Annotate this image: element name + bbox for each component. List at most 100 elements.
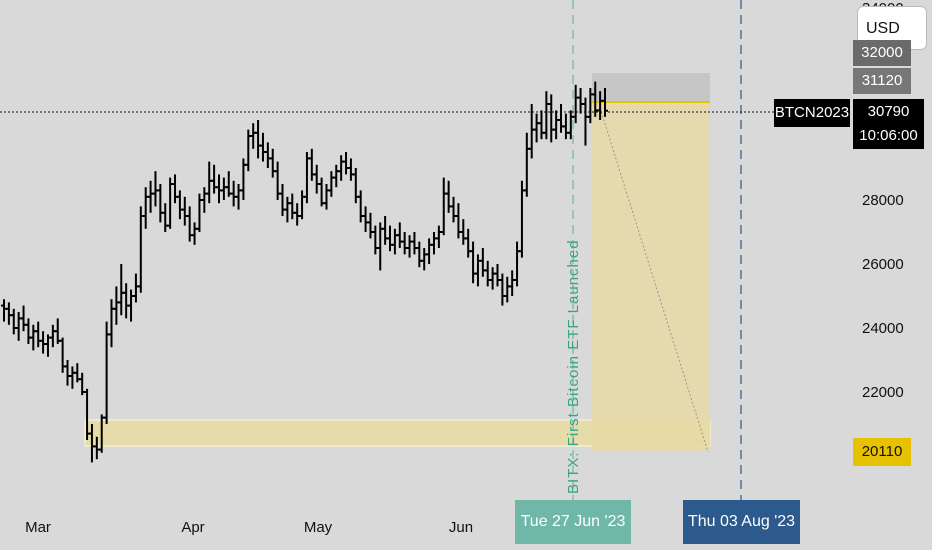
price-label-upper: 31120	[853, 68, 911, 94]
ohlc-bar	[416, 241, 423, 268]
ohlc-bar	[152, 171, 159, 207]
ohlc-bar	[509, 270, 516, 296]
ohlc-bar	[465, 228, 472, 258]
bar-countdown: 10:06:00	[853, 123, 924, 149]
ohlc-bar	[328, 171, 335, 197]
ohlc-bar	[123, 283, 130, 319]
ohlc-bar	[108, 299, 115, 348]
ohlc-bar	[157, 184, 164, 223]
ohlc-bar	[357, 190, 364, 223]
ohlc-bar	[103, 321, 110, 424]
ohlc-bar	[548, 94, 555, 143]
ohlc-bar	[450, 196, 457, 223]
projection-path	[599, 107, 709, 453]
ohlc-bar	[303, 152, 310, 204]
ohlc-bar	[479, 248, 486, 277]
ohlc-bar	[538, 110, 545, 140]
ohlc-bar	[362, 206, 369, 232]
ohlc-bar	[191, 222, 198, 245]
ohlc-bar	[35, 321, 42, 348]
ohlc-bar	[69, 366, 76, 389]
ohlc-bar	[294, 203, 301, 226]
ohlc-bar	[460, 219, 467, 245]
ohlc-bar	[562, 113, 569, 140]
x-tick-label: Mar	[25, 519, 51, 536]
ohlc-bar	[411, 232, 418, 255]
x-tick-label: May	[304, 519, 333, 536]
price-label-target: 20110	[853, 438, 911, 466]
ohlc-bar	[455, 203, 462, 239]
ohlc-bar	[372, 225, 379, 255]
ohlc-bar	[440, 177, 447, 236]
ohlc-bar	[489, 267, 496, 290]
date-label-end: Thu 03 Aug '23	[683, 500, 800, 544]
ohlc-bar	[406, 235, 413, 258]
ohlc-bar	[289, 193, 296, 220]
ohlc-bar	[499, 273, 506, 306]
ohlc-bar	[470, 241, 477, 284]
ohlc-bar	[577, 88, 584, 114]
ohlc-bar	[523, 132, 530, 197]
ohlc-bar	[206, 161, 213, 204]
ohlc-bar	[543, 91, 550, 140]
ohlc-bar	[430, 232, 437, 255]
y-tick-label: 22000	[862, 384, 904, 401]
ohlc-bar	[176, 190, 183, 220]
ohlc-bar	[113, 286, 120, 325]
ohlc-bar	[259, 132, 266, 162]
ohlc-bar	[172, 174, 179, 204]
ohlc-bar	[215, 174, 222, 204]
ohlc-bar	[323, 184, 330, 210]
x-tick-label: Jun	[449, 519, 473, 536]
ohlc-bar	[474, 254, 481, 287]
ohlc-bar	[255, 120, 262, 159]
ohlc-bar	[1, 299, 7, 322]
ohlc-bar	[582, 97, 589, 146]
ohlc-bar	[401, 232, 408, 255]
ohlc-bar	[250, 123, 257, 149]
y-tick-label: 24000	[862, 320, 904, 337]
ohlc-bar	[15, 312, 22, 341]
ohlc-bar	[318, 177, 325, 207]
ohlc-bar	[220, 177, 227, 200]
ohlc-bar	[10, 308, 17, 335]
ohlc-bar	[30, 324, 37, 351]
ohlc-bar	[426, 238, 433, 264]
ohlc-bar	[382, 216, 389, 245]
ohlc-bar	[299, 190, 306, 220]
ohlc-bar	[284, 196, 291, 223]
ohlc-bar	[25, 318, 32, 344]
ohlc-bar	[602, 88, 608, 117]
ohlc-bar	[333, 164, 340, 188]
ohlc-bar	[387, 225, 394, 252]
ohlc-bar	[352, 168, 359, 204]
ohlc-bar	[279, 184, 286, 216]
ohlc-bar	[137, 206, 144, 293]
ohlc-bar	[5, 302, 12, 325]
ohlc-bar	[40, 331, 47, 354]
ohlc-bar	[181, 196, 188, 226]
ohlc-bar	[343, 152, 350, 175]
ohlc-bars	[1, 81, 608, 463]
stop-zone	[592, 73, 710, 102]
ohlc-bar	[421, 248, 428, 271]
ohlc-bar	[230, 180, 237, 207]
ohlc-bar	[211, 164, 218, 194]
ohlc-bar	[64, 360, 71, 386]
ohlc-bar	[20, 305, 27, 332]
ohlc-bar	[504, 276, 511, 303]
ohlc-bar	[142, 187, 149, 229]
ohlc-bar	[367, 212, 374, 239]
symbol-tag: BTCN2023	[774, 99, 850, 127]
price-label-current: 30790	[853, 99, 924, 125]
ohlc-bar	[494, 264, 501, 287]
ohlc-bar	[128, 289, 135, 322]
ohlc-bar	[313, 164, 320, 194]
ohlc-bar	[445, 180, 452, 213]
ohlc-bar	[118, 264, 125, 316]
ohlc-bar	[49, 324, 56, 348]
ohlc-bar	[147, 180, 154, 213]
price-label-upper2: 32000	[853, 40, 911, 66]
ohlc-bar	[201, 187, 208, 213]
